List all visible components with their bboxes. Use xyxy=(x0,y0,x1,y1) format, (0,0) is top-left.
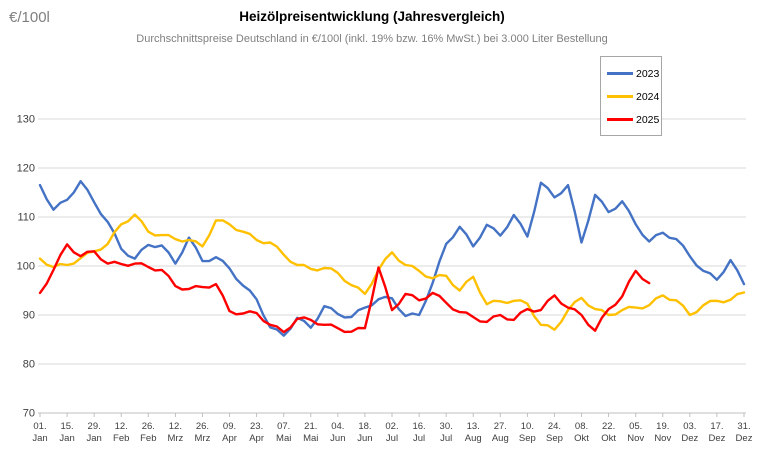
x-axis-tick-label-month: Okt xyxy=(601,433,616,444)
y-axis-tick-label: 70 xyxy=(23,408,35,420)
y-axis-tick-label: 80 xyxy=(23,359,35,371)
x-axis-tick-label-day: 27. xyxy=(494,421,507,432)
x-axis-tick-label-month: Jul xyxy=(413,433,425,444)
x-axis-tick-label-month: Aug xyxy=(465,433,482,444)
x-axis-tick-label-day: 08. xyxy=(575,421,588,432)
legend: 2023 2024 2025 xyxy=(600,56,662,136)
x-axis-tick-label-day: 10. xyxy=(521,421,534,432)
series-line-2024 xyxy=(38,213,746,331)
x-axis-tick-label-month: Feb xyxy=(113,433,129,444)
legend-label: 2023 xyxy=(636,67,660,80)
legend-swatch-2025 xyxy=(607,118,633,121)
x-axis-tick-label-month: Dez xyxy=(708,433,725,444)
x-axis-tick-label-day: 05. xyxy=(629,421,642,432)
x-axis-tick-label-day: 21. xyxy=(304,421,317,432)
chart-title: Heizölpreisentwicklung (Jahresvergleich) xyxy=(239,9,505,24)
x-axis-tick-label-day: 09. xyxy=(223,421,236,432)
legend-item-2023: 2023 xyxy=(607,62,661,85)
series-line-2025 xyxy=(38,243,651,334)
x-axis-tick-label-day: 19. xyxy=(656,421,669,432)
series-line-2023 xyxy=(38,179,746,337)
x-axis-tick-label-day: 29. xyxy=(88,421,101,432)
x-axis-tick-label-day: 23. xyxy=(250,421,263,432)
x-axis-tick-label-month: Jul xyxy=(386,433,398,444)
chart-subtitle: Durchschnittspreise Deutschland in €/100… xyxy=(136,33,608,45)
x-axis-tick-label-month: Mrz xyxy=(167,433,183,444)
x-axis-tick-label-month: Feb xyxy=(140,433,156,444)
y-axis-tick-label: 110 xyxy=(17,212,35,224)
x-axis-tick-label-month: Sep xyxy=(546,433,563,444)
x-axis-tick-label-day: 13. xyxy=(467,421,480,432)
x-axis-tick-label-day: 18. xyxy=(358,421,371,432)
x-axis-tick-label-month: Mai xyxy=(276,433,291,444)
x-axis-tick-label-day: 26. xyxy=(196,421,209,432)
x-axis-tick-label-month: Nov xyxy=(654,433,671,444)
x-axis-tick-label-month: Okt xyxy=(574,433,589,444)
x-axis-tick-label-day: 26. xyxy=(142,421,155,432)
x-axis-tick-label-month: Sep xyxy=(519,433,536,444)
x-axis-tick-label-month: Mrz xyxy=(195,433,211,444)
x-axis-tick-label-day: 12. xyxy=(115,421,128,432)
x-axis-tick-label-day: 12. xyxy=(169,421,182,432)
x-axis-tick-label-day: 02. xyxy=(385,421,398,432)
x-axis-tick-label-day: 31. xyxy=(737,421,750,432)
x-axis-tick-label-day: 15. xyxy=(60,421,73,432)
x-axis-tick-label-month: Mai xyxy=(303,433,318,444)
legend-label: 2025 xyxy=(636,113,660,126)
x-axis-tick-label-month: Aug xyxy=(492,433,509,444)
legend-swatch-2024 xyxy=(607,95,633,98)
x-axis-tick-label-day: 22. xyxy=(602,421,615,432)
y-axis-unit-label: €/100l xyxy=(9,9,50,26)
x-axis-tick-label-month: Apr xyxy=(222,433,237,444)
x-axis-tick-label-day: 03. xyxy=(683,421,696,432)
y-axis-tick-label: 90 xyxy=(23,310,35,322)
x-axis-tick-label-month: Jan xyxy=(86,433,101,444)
legend-label: 2024 xyxy=(636,90,660,103)
x-axis-tick-label-month: Jun xyxy=(330,433,345,444)
x-axis-tick-label-day: 17. xyxy=(710,421,723,432)
x-axis-tick-label-day: 04. xyxy=(331,421,344,432)
x-axis-tick-label-day: 30. xyxy=(440,421,453,432)
y-axis-tick-label: 120 xyxy=(17,163,35,175)
legend-item-2024: 2024 xyxy=(607,85,661,108)
legend-item-2025: 2025 xyxy=(607,108,661,131)
x-axis-tick-label-month: Jul xyxy=(440,433,452,444)
x-axis-tick-label-day: 16. xyxy=(412,421,425,432)
x-axis-tick-label-day: 07. xyxy=(277,421,290,432)
x-axis-tick-label-month: Nov xyxy=(627,433,644,444)
y-axis-tick-label: 100 xyxy=(17,261,35,273)
x-axis-tick-label-month: Jan xyxy=(32,433,47,444)
x-axis-tick-label-day: 01. xyxy=(33,421,46,432)
x-axis-tick-label-month: Dez xyxy=(681,433,698,444)
x-axis-tick-label-month: Jan xyxy=(59,433,74,444)
x-axis-tick-label-month: Apr xyxy=(249,433,264,444)
x-axis-tick-label-month: Jun xyxy=(357,433,372,444)
x-axis-tick-label-month: Dez xyxy=(736,433,753,444)
legend-swatch-2023 xyxy=(607,72,633,75)
y-axis-tick-label: 130 xyxy=(17,114,35,126)
x-axis-tick-label-day: 24. xyxy=(548,421,561,432)
